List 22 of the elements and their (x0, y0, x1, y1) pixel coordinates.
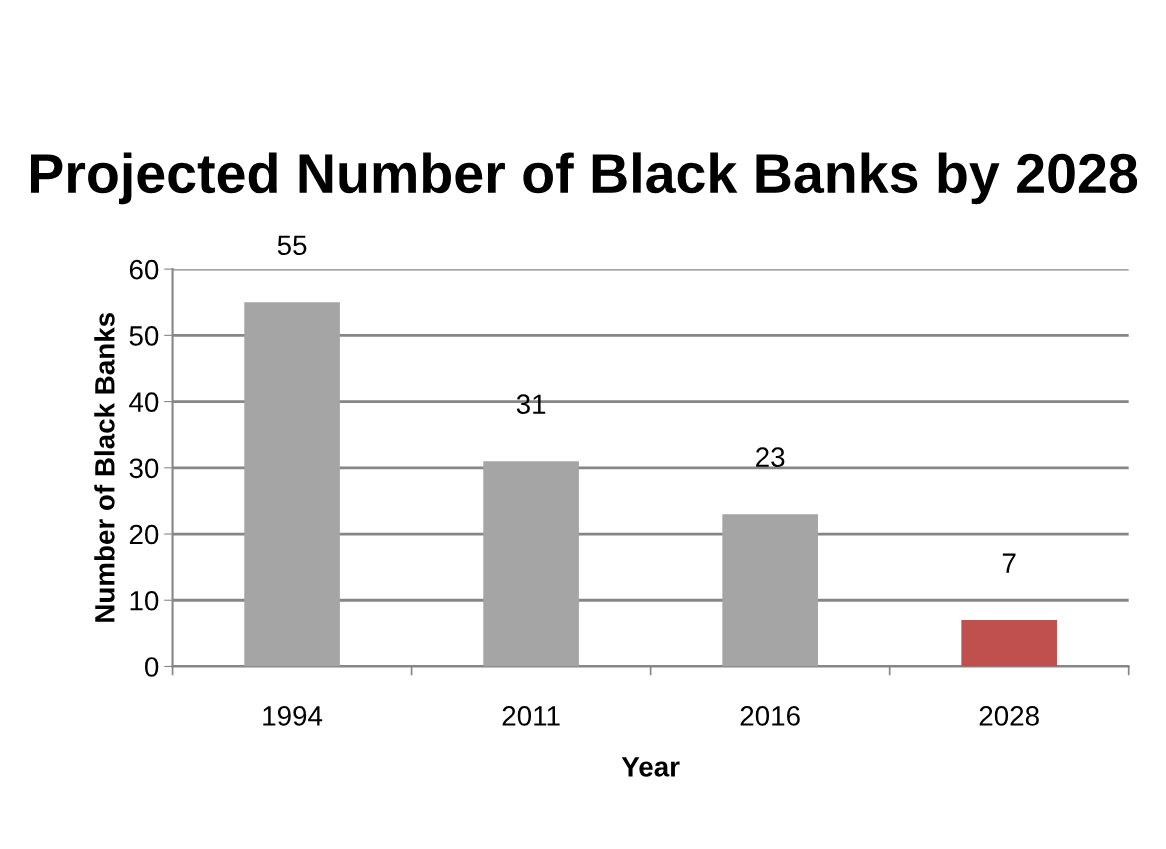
x-tick-label: 2028 (979, 706, 1039, 726)
bar (961, 620, 1057, 667)
data-label: 23 (756, 447, 785, 467)
x-tick-label: 2011 (502, 706, 560, 726)
data-label: 7 (1002, 553, 1016, 573)
y-tick-label: 10 (130, 590, 159, 611)
bar (483, 461, 579, 667)
y-axis-title: Number of Black Banks (94, 313, 115, 622)
y-tick-label: 0 (145, 657, 159, 677)
x-tick-label: 2016 (740, 706, 800, 726)
bar (244, 302, 340, 667)
y-tick-label: 30 (129, 458, 159, 479)
x-axis-title: Year (621, 757, 680, 777)
chart-title: Projected Number of Black Banks by 2028 (30, 152, 1138, 205)
data-label: 31 (516, 394, 546, 415)
data-label: 55 (277, 235, 307, 256)
y-tick-label: 60 (129, 259, 159, 280)
y-tick-label: 50 (129, 326, 159, 346)
y-tick-label: 40 (129, 392, 159, 412)
x-tick-label: 1994 (263, 706, 323, 726)
y-tick-label: 20 (129, 524, 159, 545)
bar (722, 514, 818, 667)
